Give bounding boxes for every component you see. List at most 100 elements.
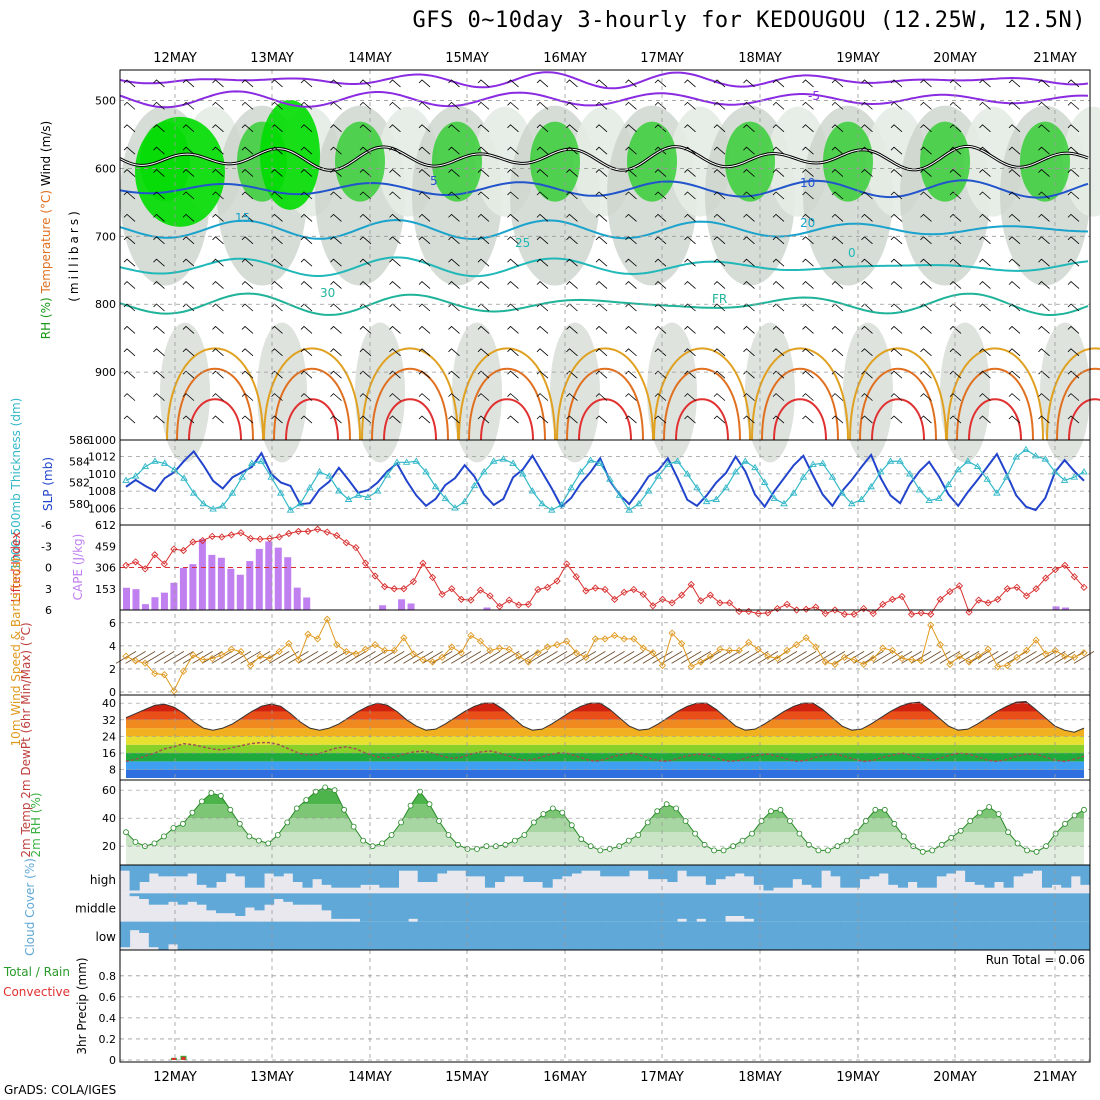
wind-barb bbox=[477, 213, 490, 222]
wind-barb bbox=[536, 281, 549, 289]
rh-point bbox=[796, 830, 803, 837]
wind-speed-point bbox=[543, 643, 552, 651]
cloud-bar bbox=[638, 921, 649, 950]
cloud-bar bbox=[648, 893, 659, 922]
wind-barb bbox=[743, 79, 755, 88]
wind-barb bbox=[241, 393, 254, 401]
cloud-bar bbox=[580, 921, 592, 950]
wind-barb bbox=[595, 169, 608, 177]
rh-point bbox=[815, 847, 822, 854]
rh-point bbox=[540, 811, 547, 817]
wind-barb bbox=[507, 303, 519, 312]
lifted-index-point bbox=[323, 528, 331, 536]
wind-barb bbox=[271, 415, 283, 424]
slp-series-line bbox=[125, 449, 1085, 512]
wind-barb bbox=[1067, 236, 1080, 245]
wind-barb bbox=[625, 213, 637, 222]
wind-barb bbox=[448, 191, 460, 200]
cloud-bar bbox=[917, 921, 928, 950]
wind-barb bbox=[713, 124, 726, 133]
wind-barb bbox=[920, 191, 932, 200]
wind-barb bbox=[241, 101, 254, 110]
wind-barb bbox=[625, 146, 637, 155]
run-total-label: Run Total = 0.06 bbox=[986, 953, 1085, 967]
rh-point bbox=[284, 819, 291, 826]
wind-barb bbox=[1008, 124, 1021, 133]
wind-speed-point bbox=[342, 647, 350, 656]
wind-barb bbox=[374, 651, 395, 664]
wind-barb bbox=[153, 146, 165, 155]
rh-point bbox=[597, 847, 604, 854]
cloud-bar bbox=[945, 921, 957, 950]
date-label-bottom: 21MAY bbox=[1033, 1070, 1077, 1085]
wind-barb bbox=[713, 258, 726, 267]
wind-barb bbox=[489, 651, 510, 664]
cloud-bar bbox=[1032, 921, 1043, 950]
wind-barb bbox=[507, 325, 519, 334]
wind-barb bbox=[684, 325, 696, 334]
rh-point bbox=[445, 832, 452, 838]
precip-tick: 0.4 bbox=[99, 1012, 117, 1025]
temp-band bbox=[126, 728, 1084, 737]
wind-barb bbox=[477, 281, 490, 289]
thickness-point bbox=[664, 460, 672, 467]
pressure-tick: 800 bbox=[95, 298, 116, 311]
cloud-bar bbox=[369, 893, 380, 922]
wind-barb bbox=[536, 79, 549, 88]
wind-barb bbox=[939, 651, 961, 664]
rh-point bbox=[1052, 830, 1059, 837]
lifted-index-point bbox=[400, 585, 408, 593]
cloud-bar bbox=[801, 893, 812, 922]
dewpoint-line bbox=[125, 741, 1085, 763]
cape-bar bbox=[483, 607, 491, 610]
cloud-bar bbox=[177, 893, 188, 905]
wind-barb bbox=[359, 191, 372, 200]
cloud-bar bbox=[465, 921, 476, 950]
wind-barb bbox=[300, 415, 313, 424]
rh-shade-green bbox=[260, 99, 320, 210]
lifted-index-point bbox=[1080, 583, 1088, 591]
wind-barb bbox=[241, 258, 254, 267]
wind-barb bbox=[566, 258, 578, 267]
cloud-bar bbox=[926, 865, 937, 888]
wind-barb bbox=[269, 651, 290, 664]
wind-barb bbox=[802, 101, 814, 110]
wind-barb bbox=[240, 651, 261, 664]
wind-barb bbox=[418, 236, 431, 245]
cloud-bar bbox=[264, 893, 275, 905]
wind-barb bbox=[123, 124, 136, 133]
wind-barb bbox=[271, 213, 283, 222]
wind-speed-point bbox=[122, 652, 130, 660]
cloud-bar bbox=[974, 921, 985, 950]
cloud-bar bbox=[686, 921, 697, 950]
lifted-index-point bbox=[189, 538, 197, 546]
wind-barb bbox=[949, 370, 962, 379]
wind-barb bbox=[1008, 393, 1021, 401]
cloud-bar bbox=[139, 893, 150, 899]
cloud-bar bbox=[773, 921, 784, 950]
cloud-bar bbox=[629, 921, 640, 950]
cloud-bar bbox=[1070, 893, 1081, 922]
temp-bands bbox=[126, 701, 1084, 778]
wind-barb bbox=[684, 79, 696, 88]
wind-barb bbox=[713, 236, 726, 245]
wind-barb bbox=[776, 651, 798, 664]
wind-barb bbox=[831, 236, 844, 245]
rh-point bbox=[246, 833, 253, 840]
thickness-point bbox=[586, 456, 595, 463]
wind-barb bbox=[802, 191, 814, 200]
cloud-bar bbox=[302, 921, 313, 950]
wind-barb bbox=[713, 79, 726, 88]
cloud-bar bbox=[821, 893, 832, 922]
cloud-bar bbox=[571, 921, 582, 950]
thickness-point bbox=[741, 457, 750, 464]
cloud-bar bbox=[254, 893, 265, 911]
cloud-bar bbox=[446, 865, 457, 871]
cloud-bar bbox=[763, 893, 774, 922]
wind-barb bbox=[300, 281, 313, 289]
thickness-point bbox=[364, 493, 372, 500]
thickness-point bbox=[847, 499, 856, 507]
isotherm-30-arch bbox=[566, 367, 644, 441]
cloud-bar bbox=[398, 921, 409, 950]
